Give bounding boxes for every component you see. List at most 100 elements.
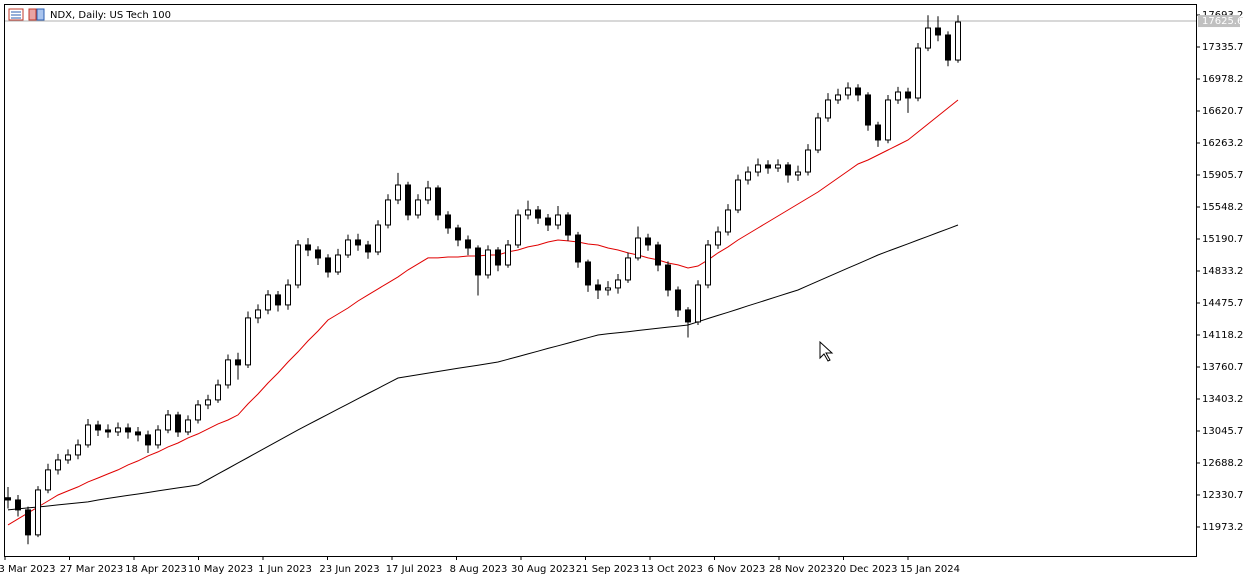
candle-body [335,254,341,273]
candle-body [485,249,491,276]
candle-body [955,21,961,61]
y-tick-label: 15905.7 [1202,170,1243,181]
candle-body [545,217,551,226]
x-tick-label: 3 Mar 2023 [0,564,56,575]
candle-body [135,431,141,436]
candle-body [705,244,711,286]
y-tick-label: 16620.7 [1202,106,1243,117]
candle-body [415,199,421,216]
candle-body [945,34,951,61]
candle-body [55,459,61,471]
candle-body [225,359,231,386]
y-tick-label: 16263.2 [1202,138,1243,149]
candle-body [465,239,471,249]
candle-body [505,244,511,266]
x-tick-label: 30 Aug 2023 [511,564,575,575]
candle-body [365,244,371,253]
y-tick-label: 14833.2 [1202,266,1243,277]
candle-body [755,164,761,173]
candle-body [255,309,261,319]
icon[interactable] [36,8,45,21]
chart-title: NDX, Daily: US Tech 100 [50,10,171,21]
candle-body [275,294,281,306]
candle-body [655,244,661,266]
candle-body [725,209,731,233]
moving-average-line [7,99,959,526]
last-price-box [1198,15,1240,28]
x-tick-label: 20 Dec 2023 [834,564,898,575]
candle-body [175,414,181,433]
candle-body [235,359,241,366]
candle-body [585,261,591,286]
candle-body [815,117,821,151]
x-tick-label: 6 Nov 2023 [708,564,766,575]
candle-body [665,264,671,291]
x-tick-label: 15 Jan 2024 [900,564,960,575]
candle-body [395,184,401,201]
candle-body [325,257,331,273]
candle-body [295,244,301,286]
candle-body [425,187,431,201]
y-tick-label: 15190.7 [1202,234,1243,245]
y-tick-label: 12330.7 [1202,490,1243,501]
y-tick-label: 13760.7 [1202,362,1243,373]
candle-body [675,289,681,311]
candle-body [475,247,481,276]
candle-body [115,427,121,433]
candle-body [555,214,561,226]
candle-body [795,171,801,176]
candle-body [615,279,621,289]
candle-body [305,244,311,251]
candle-body [595,284,601,291]
toolbar-icons[interactable] [8,8,45,21]
y-tick-label: 11973.2 [1202,522,1243,533]
x-tick-label: 17 Jul 2023 [386,564,443,575]
candle-body [915,47,921,99]
candle-body [35,489,41,536]
candle-body [805,149,811,173]
y-tick-label: 16978.2 [1202,74,1243,85]
candle-body [645,237,651,246]
candle-body [445,214,451,229]
candle-body [855,87,861,96]
x-tick-label: 27 Mar 2023 [60,564,123,575]
candle-body [635,237,641,259]
candle-body [625,257,631,281]
candle-body [125,427,131,433]
candle-body [15,499,21,511]
candle-body [145,434,151,446]
candle-body [315,249,321,259]
candle-body [75,444,81,456]
candle-body [895,91,901,101]
x-tick-label: 28 Nov 2023 [769,564,833,575]
candle-body [45,469,51,491]
candle-body [205,399,211,406]
candle-body [835,94,841,101]
x-tick-label: 10 May 2023 [188,564,253,575]
candle-body [905,91,911,99]
y-tick-label: 17335.7 [1202,42,1243,53]
moving-average-line [7,224,959,511]
candle-body [385,199,391,226]
candle-body [185,419,191,433]
y-tick-label: 12688.2 [1202,458,1243,469]
candle-body [735,179,741,211]
mouse-cursor [819,340,834,362]
candle-body [845,87,851,96]
candle-body [375,224,381,253]
y-tick-label: 13403.2 [1202,394,1243,405]
last-price-label: 17625.6 [1202,16,1243,27]
candle-body [495,249,501,266]
candle-body [695,284,701,323]
candle-body [775,164,781,169]
candle-body [65,454,71,461]
candle-body [605,287,611,291]
candle-body [195,404,201,421]
candle-body [355,239,361,246]
icon[interactable] [28,8,37,21]
candle-body [455,227,461,241]
x-tick-label: 23 Jun 2023 [319,564,379,575]
candle-body [105,429,111,433]
y-tick-label: 14118.2 [1202,330,1243,341]
